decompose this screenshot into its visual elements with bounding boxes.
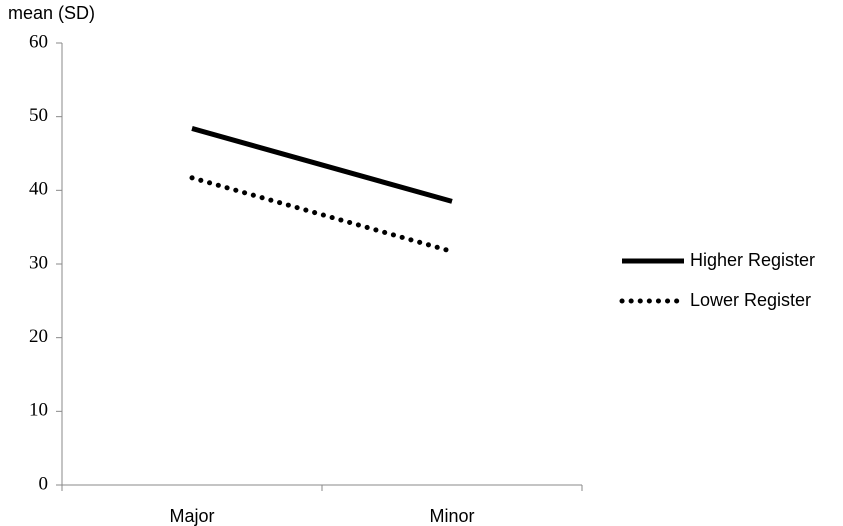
legend-label: Lower Register — [690, 290, 811, 310]
y-tick-label: 0 — [39, 473, 49, 494]
y-tick-label: 40 — [29, 179, 48, 200]
y-tick-label: 50 — [29, 105, 48, 126]
y-axis-label: mean (SD) — [8, 3, 95, 23]
y-tick-label: 10 — [29, 400, 48, 421]
legend-label: Higher Register — [690, 250, 815, 270]
y-tick-label: 30 — [29, 252, 48, 273]
x-tick-label: Major — [169, 506, 214, 526]
series-line — [189, 175, 455, 254]
y-tick-label: 20 — [29, 326, 48, 347]
x-tick-label: Minor — [429, 506, 474, 526]
series-line — [191, 126, 453, 204]
y-tick-label: 60 — [29, 31, 48, 52]
